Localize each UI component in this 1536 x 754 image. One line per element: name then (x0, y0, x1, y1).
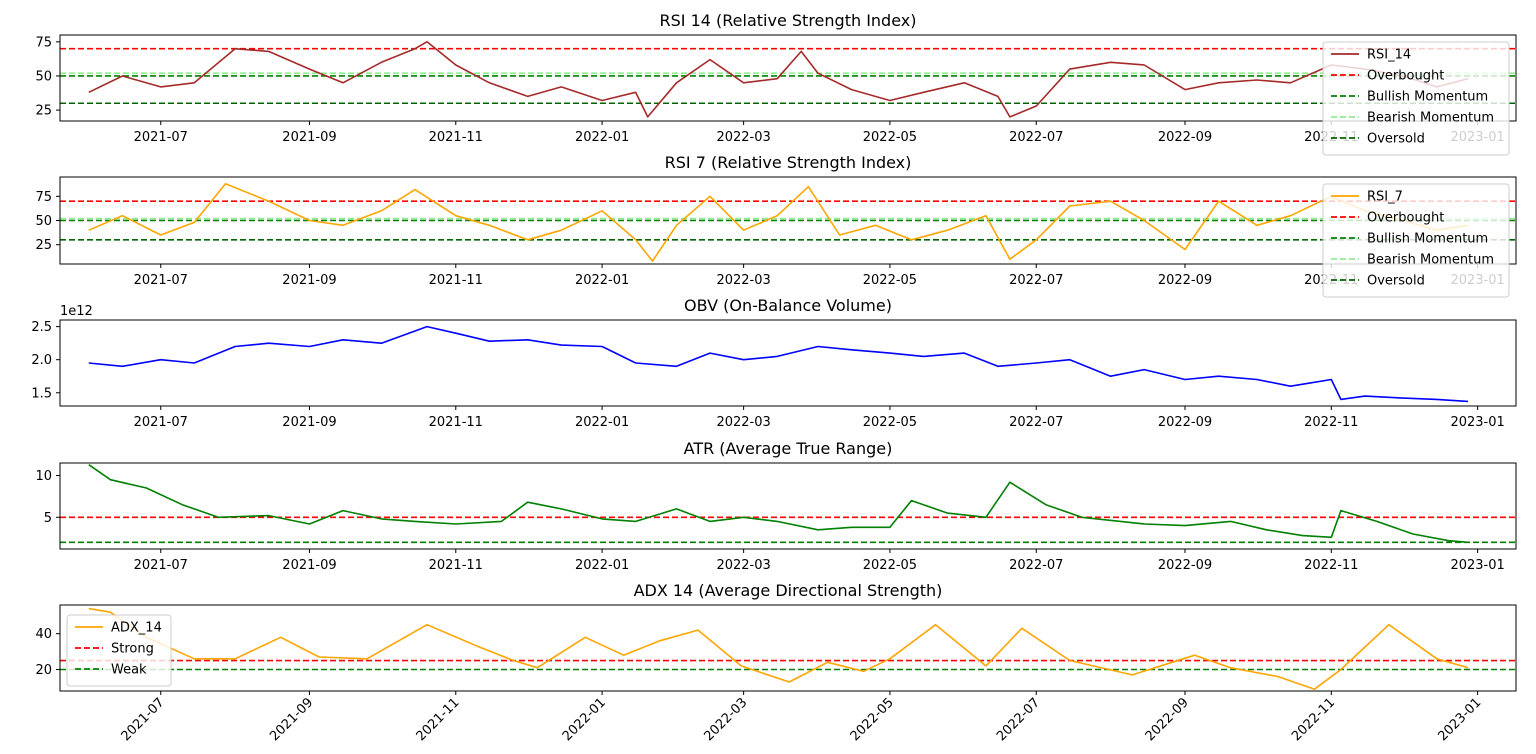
chart-panel-0: RSI 14 (Relative Strength Index) 25 50 75 20… (35, 11, 1517, 156)
x-tick-label: 2021-07 (134, 130, 188, 145)
x-tick-label: 2022-09 (1158, 558, 1212, 573)
x-tick-label: 2021-11 (429, 415, 483, 430)
y-tick-label: 2.0 (31, 353, 52, 368)
plot-frame (59, 604, 1517, 692)
legend-label: Strong (111, 642, 154, 657)
legend-label: Bullish Momentum (1367, 90, 1488, 105)
legend-label: Overbought (1367, 211, 1444, 226)
x-tick-label: 2021-11 (429, 273, 483, 288)
x-tick-label: 2022-07 (1009, 558, 1063, 573)
plot-frame (59, 34, 1517, 122)
legend: ADX_14 Strong Weak (66, 614, 172, 687)
x-tick-label: 2021-07 (134, 558, 188, 573)
y-tick-label: 50 (35, 69, 52, 84)
y-tick-label: 25 (35, 104, 52, 119)
y-tick-label: 2.5 (31, 320, 52, 335)
x-tick-label: 2022-05 (863, 415, 917, 430)
x-tick-label: 2021-07 (134, 415, 188, 430)
series-line-rsi-14 (88, 40, 1469, 118)
x-tick-label: 2022-11 (1304, 415, 1358, 430)
legend-label: Oversold (1367, 274, 1425, 289)
x-tick-label: 2021-07 (119, 695, 168, 744)
x-tick-label: 2022-07 (1009, 130, 1063, 145)
x-tick-label: 2021-09 (267, 695, 316, 744)
chart-panel-4: ADX 14 (Average Directional Strength) 20 4… (35, 581, 1517, 744)
y-tick-label: 10 (35, 469, 52, 484)
chart-panel-2: OBV (On-Balance Volume) 1.5 2.0 2.5 1e12 2021… (31, 296, 1517, 430)
legend-box (1322, 183, 1510, 298)
legend-box (1322, 41, 1510, 156)
x-tick-label: 2022-01 (575, 273, 629, 288)
series-line-atr (88, 464, 1469, 544)
x-tick-label: 2021-09 (282, 130, 336, 145)
legend: RSI_7 Overbought Bullish Momentum Bearish M… (1322, 183, 1510, 298)
y-tick-label: 25 (35, 238, 52, 253)
chart-title: ATR (Average True Range) (684, 439, 893, 458)
x-tick-label: 2022-09 (1158, 130, 1212, 145)
axis-offset-label: 1e12 (60, 304, 93, 319)
legend-label: Bearish Momentum (1367, 111, 1494, 126)
legend-label: RSI_7 (1367, 190, 1403, 205)
x-tick-label: 2022-05 (863, 558, 917, 573)
x-tick-label: 2022-03 (716, 558, 770, 573)
x-tick-label: 2022-11 (1304, 558, 1358, 573)
x-tick-label: 2022-07 (1009, 273, 1063, 288)
x-tick-label: 2022-03 (716, 130, 770, 145)
x-tick-label: 2022-01 (575, 130, 629, 145)
legend-label: Oversold (1367, 132, 1425, 147)
x-tick-label: 2021-11 (414, 695, 463, 744)
series-line-adx-14 (88, 607, 1469, 691)
x-tick-label: 2022-03 (716, 273, 770, 288)
y-tick-label: 20 (35, 663, 52, 678)
x-tick-label: 2022-07 (994, 695, 1043, 744)
y-tick-label: 50 (35, 214, 52, 229)
x-tick-label: 2022-01 (560, 695, 609, 744)
x-tick-label: 2022-09 (1143, 695, 1192, 744)
series-line-rsi-7 (88, 183, 1469, 262)
x-tick-label: 2022-05 (848, 695, 897, 744)
x-tick-label: 2022-09 (1158, 273, 1212, 288)
x-tick-label: 2022-03 (701, 695, 750, 744)
x-tick-label: 2022-05 (863, 130, 917, 145)
x-tick-label: 2022-05 (863, 273, 917, 288)
chart-panel-1: RSI 7 (Relative Strength Index) 25 50 75 202… (35, 153, 1517, 298)
chart-title: RSI 14 (Relative Strength Index) (660, 11, 917, 30)
plot-frame (59, 319, 1517, 407)
x-tick-label: 2022-09 (1158, 415, 1212, 430)
y-tick-label: 75 (35, 190, 52, 205)
legend-label: Overbought (1367, 69, 1444, 84)
x-tick-label: 2022-07 (1009, 415, 1063, 430)
y-tick-label: 5 (44, 511, 52, 526)
plot-frame (59, 462, 1517, 550)
x-tick-label: 2021-11 (429, 558, 483, 573)
legend: RSI_14 Overbought Bullish Momentum Bearish … (1322, 41, 1510, 156)
legend-label: Bullish Momentum (1367, 232, 1488, 247)
legend-label: ADX_14 (111, 621, 162, 636)
x-tick-label: 2022-01 (575, 558, 629, 573)
legend-label: Weak (111, 663, 147, 678)
x-tick-label: 2021-07 (134, 273, 188, 288)
legend-label: RSI_14 (1367, 48, 1411, 63)
chart-title: OBV (On-Balance Volume) (684, 296, 892, 315)
x-tick-label: 2023-01 (1450, 415, 1504, 430)
x-tick-label: 2021-09 (282, 273, 336, 288)
x-tick-label: 2023-01 (1435, 695, 1484, 744)
chart-panel-3: ATR (Average True Range) 5 10 2021-07 2021-0… (35, 439, 1517, 573)
x-tick-label: 2022-03 (716, 415, 770, 430)
legend-label: Bearish Momentum (1367, 253, 1494, 268)
chart-title: RSI 7 (Relative Strength Index) (665, 153, 912, 172)
y-tick-label: 75 (35, 35, 52, 50)
x-tick-label: 2021-09 (282, 415, 336, 430)
x-tick-label: 2021-09 (282, 558, 336, 573)
x-tick-label: 2022-11 (1289, 695, 1338, 744)
x-tick-label: 2023-01 (1450, 558, 1504, 573)
series-line-obv (88, 325, 1469, 403)
x-tick-label: 2022-01 (575, 415, 629, 430)
x-tick-label: 2021-11 (429, 130, 483, 145)
y-tick-label: 1.5 (31, 386, 52, 401)
chart-title: ADX 14 (Average Directional Strength) (634, 581, 943, 600)
y-tick-label: 40 (35, 627, 52, 642)
